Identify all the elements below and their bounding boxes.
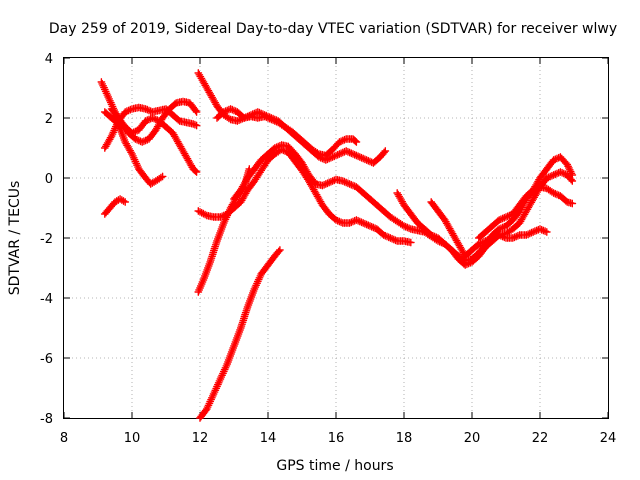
plot-frame (63, 57, 609, 419)
x-tick-label-2: 12 (192, 431, 209, 446)
series-track-11 (196, 246, 284, 422)
y-tick-label-4: 0 (45, 172, 53, 187)
series-track-4 (107, 105, 201, 176)
series-group (97, 69, 577, 422)
x-tick-label-7: 22 (532, 431, 549, 446)
x-tick-label-8: 24 (600, 431, 617, 446)
series-track-13 (427, 198, 551, 260)
chart-title: Day 259 of 2019, Sidereal Day-to-day VTE… (49, 21, 617, 37)
x-tick-label-5: 18 (396, 431, 413, 446)
series-track-12 (393, 168, 577, 269)
x-tick-label-3: 14 (260, 431, 277, 446)
x-axis: 8 10 12 14 16 18 20 22 24 (60, 58, 616, 446)
y-tick-label-2: -4 (40, 292, 53, 307)
y-tick-label-1: -6 (40, 352, 53, 367)
x-tick-label-0: 8 (60, 431, 68, 446)
x-tick-label-4: 16 (328, 431, 345, 446)
series-track-7 (213, 105, 390, 167)
y-tick-label-6: 4 (45, 52, 53, 67)
y-axis-label: SDTVAR / TECUs (7, 181, 23, 296)
y-tick-label-0: -8 (40, 412, 53, 427)
y-tick-label-3: -2 (40, 232, 53, 247)
series-track-10 (194, 165, 254, 296)
series-track-5 (100, 195, 130, 218)
y-tick-label-5: 2 (45, 112, 53, 127)
x-tick-label-1: 10 (124, 431, 141, 446)
series-track-3 (100, 103, 201, 152)
x-tick-label-6: 20 (464, 431, 481, 446)
x-axis-label: GPS time / hours (276, 458, 393, 474)
y-axis: -8 -6 -4 -2 0 2 4 (40, 52, 608, 427)
series-track-14 (474, 183, 577, 242)
